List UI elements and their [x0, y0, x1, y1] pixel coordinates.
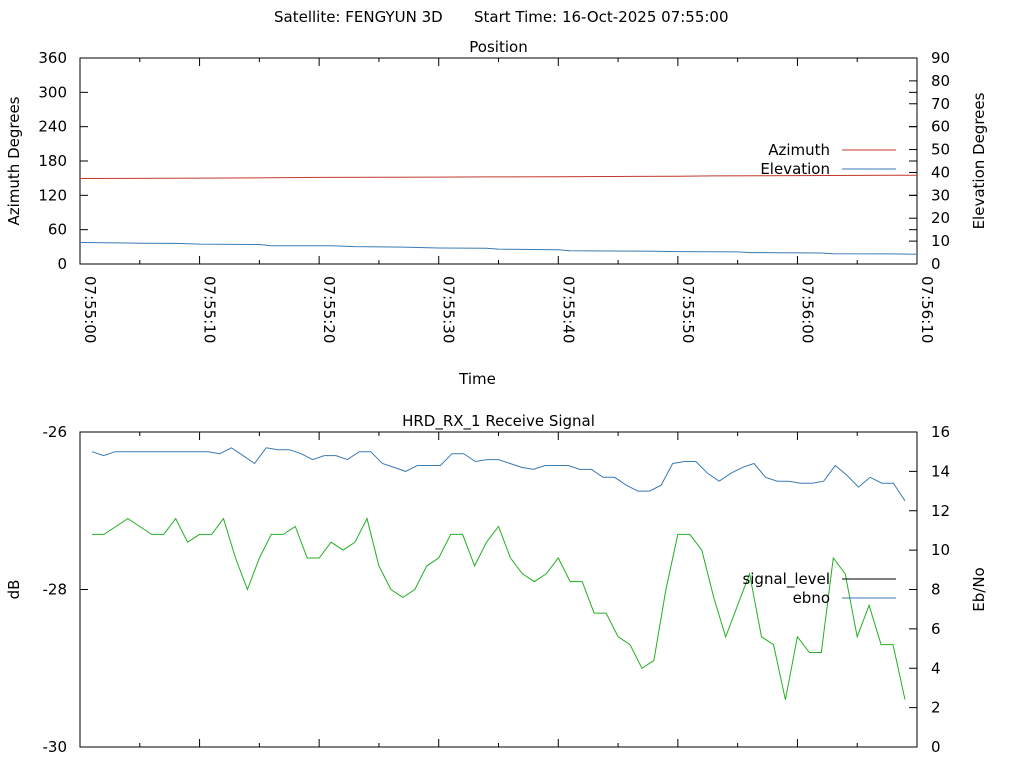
- signal-series: [91, 447, 906, 700]
- x-tick-label: 07:55:20: [320, 276, 338, 343]
- start-time-label: Start Time: 16-Oct-2025 07:55:00: [474, 8, 729, 26]
- y-tick-label: 180: [38, 152, 67, 170]
- y2-tick-label: 4: [931, 659, 941, 677]
- signal-chart-title: HRD_RX_1 Receive Signal: [402, 412, 595, 431]
- y2-tick-label: 40: [931, 163, 950, 181]
- y-tick-label: 0: [57, 255, 67, 273]
- y2-tick-label: 90: [931, 49, 950, 67]
- x-tick-label: 07:55:10: [201, 276, 219, 343]
- position-series: [79, 174, 918, 255]
- x-tick-label: 07:55:40: [559, 276, 577, 343]
- azimuth-axis-label: Azimuth Degrees: [5, 96, 23, 225]
- position-legend: Azimuth Elevation: [760, 141, 896, 178]
- legend-azimuth-label: Azimuth: [768, 141, 830, 159]
- y2-tick-label: 6: [931, 620, 941, 638]
- legend-ebno-label: ebno: [793, 589, 830, 607]
- y2-tick-label: 14: [931, 462, 950, 480]
- legend-elevation-label: Elevation: [760, 160, 830, 178]
- y-tick-label: 240: [38, 118, 67, 136]
- y-tick-label: -30: [43, 738, 68, 756]
- signal-legend: signal_level ebno: [742, 570, 896, 607]
- x-tick-label: 07:56:10: [918, 276, 936, 343]
- y2-tick-label: 80: [931, 72, 950, 90]
- x-tick-label: 07:55:00: [81, 276, 99, 343]
- y2-tick-label: 10: [931, 232, 950, 250]
- y2-tick-label: 0: [931, 255, 941, 273]
- ebno-axis-label: Eb/No: [970, 567, 988, 611]
- position-chart-title: Position: [469, 38, 527, 56]
- db-axis-label: dB: [5, 580, 23, 600]
- y2-tick-label: 12: [931, 502, 950, 520]
- y2-tick-label: 30: [931, 186, 950, 204]
- y-tick-label: 60: [48, 221, 67, 239]
- y2-tick-label: 8: [931, 581, 941, 599]
- y2-tick-label: 20: [931, 209, 950, 227]
- position-chart: Position 0 60 120 180 240 300 360 0 10 20 30 40 50 60…: [5, 38, 988, 388]
- legend-signal-level-label: signal_level: [742, 570, 830, 589]
- y-tick-label: 120: [38, 186, 67, 204]
- x-tick-label: 07:55:50: [679, 276, 697, 343]
- time-axis-label: Time: [458, 370, 496, 388]
- y-tick-label: -28: [43, 581, 68, 599]
- series-line-ebno: [91, 447, 906, 502]
- y2-tick-label: 2: [931, 699, 941, 717]
- series-line-elevation: [79, 242, 918, 255]
- y2-tick-label: 60: [931, 118, 950, 136]
- signal-chart: HRD_RX_1 Receive Signal -30 -28 -26 0 2 4 6 8 10…: [5, 412, 988, 756]
- y2-tick-label: 10: [931, 541, 950, 559]
- y2-tick-label: 0: [931, 738, 941, 756]
- position-axes: 0 60 120 180 240 300 360 0 10 20 30 40 50 60 70 80 90 07:…: [38, 49, 950, 343]
- signal-axes: -30 -28 -26 0 2 4 6 8 10 12 14 16: [43, 423, 951, 756]
- y-tick-label: -26: [43, 423, 68, 441]
- elevation-axis-label: Elevation Degrees: [970, 92, 988, 229]
- y2-tick-label: 16: [931, 423, 950, 441]
- x-tick-label: 07:56:00: [798, 276, 816, 343]
- y-tick-label: 360: [38, 49, 67, 67]
- y2-tick-label: 70: [931, 95, 950, 113]
- y-tick-label: 300: [38, 83, 67, 101]
- signal-plot-frame: [79, 431, 918, 748]
- y2-tick-label: 50: [931, 141, 950, 159]
- satellite-label: Satellite: FENGYUN 3D: [274, 8, 443, 26]
- x-tick-label: 07:55:30: [440, 276, 458, 343]
- series-line-signal-level: [92, 517, 906, 700]
- series-line-azimuth: [79, 174, 918, 179]
